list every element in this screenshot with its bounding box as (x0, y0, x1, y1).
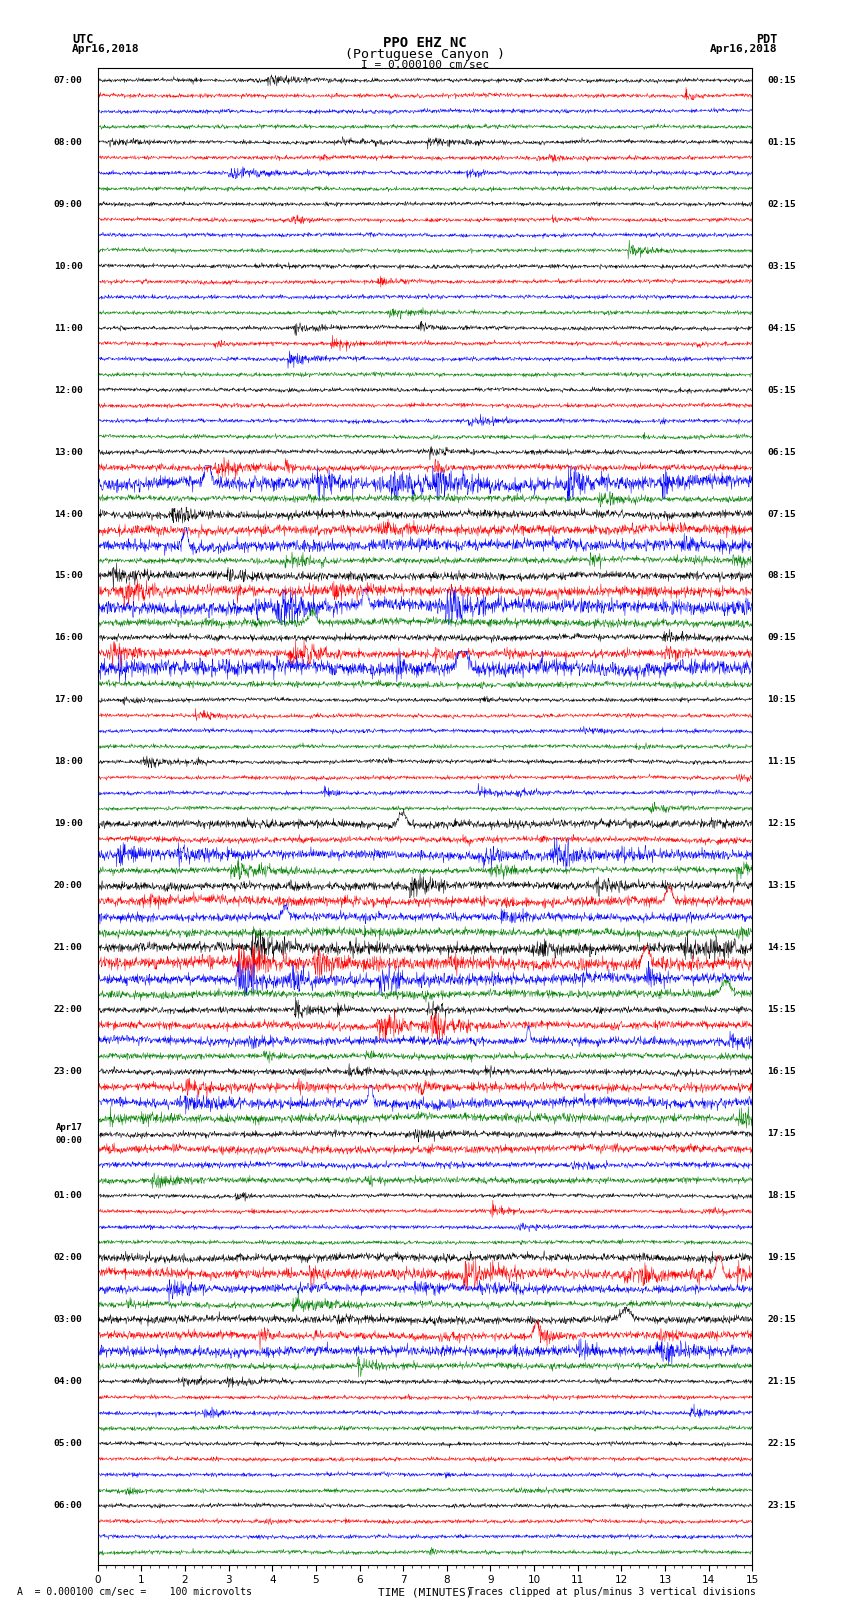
Text: 08:15: 08:15 (768, 571, 796, 581)
Text: 12:00: 12:00 (54, 386, 82, 395)
Text: 06:00: 06:00 (54, 1502, 82, 1510)
Text: 01:15: 01:15 (768, 137, 796, 147)
Text: 09:00: 09:00 (54, 200, 82, 208)
Text: 10:00: 10:00 (54, 261, 82, 271)
Text: 06:15: 06:15 (768, 447, 796, 456)
Text: PPO EHZ NC: PPO EHZ NC (383, 37, 467, 50)
Text: 17:00: 17:00 (54, 695, 82, 705)
Text: Apr17: Apr17 (55, 1123, 82, 1131)
Text: 15:15: 15:15 (768, 1005, 796, 1015)
Text: 11:15: 11:15 (768, 758, 796, 766)
Text: 04:15: 04:15 (768, 324, 796, 332)
Text: 11:00: 11:00 (54, 324, 82, 332)
Text: 17:15: 17:15 (768, 1129, 796, 1139)
Text: PDT: PDT (756, 32, 778, 47)
Text: 10:15: 10:15 (768, 695, 796, 705)
Text: 18:15: 18:15 (768, 1192, 796, 1200)
Text: 14:15: 14:15 (768, 944, 796, 952)
Text: (Portuguese Canyon ): (Portuguese Canyon ) (345, 48, 505, 61)
Text: 23:15: 23:15 (768, 1502, 796, 1510)
Text: 07:15: 07:15 (768, 510, 796, 518)
Text: 15:00: 15:00 (54, 571, 82, 581)
Text: 19:15: 19:15 (768, 1253, 796, 1263)
Text: 21:15: 21:15 (768, 1378, 796, 1386)
X-axis label: TIME (MINUTES): TIME (MINUTES) (377, 1587, 473, 1598)
Text: 23:00: 23:00 (54, 1068, 82, 1076)
Text: 16:15: 16:15 (768, 1068, 796, 1076)
Text: Traces clipped at plus/minus 3 vertical divisions: Traces clipped at plus/minus 3 vertical … (468, 1587, 756, 1597)
Text: 22:00: 22:00 (54, 1005, 82, 1015)
Text: 05:00: 05:00 (54, 1439, 82, 1448)
Text: 00:15: 00:15 (768, 76, 796, 84)
Text: 02:15: 02:15 (768, 200, 796, 208)
Text: 13:15: 13:15 (768, 881, 796, 890)
Text: 08:00: 08:00 (54, 137, 82, 147)
Text: 13:00: 13:00 (54, 447, 82, 456)
Text: 01:00: 01:00 (54, 1192, 82, 1200)
Text: 19:00: 19:00 (54, 819, 82, 829)
Text: 12:15: 12:15 (768, 819, 796, 829)
Text: 09:15: 09:15 (768, 634, 796, 642)
Text: 00:00: 00:00 (55, 1136, 82, 1145)
Text: 02:00: 02:00 (54, 1253, 82, 1263)
Text: 21:00: 21:00 (54, 944, 82, 952)
Text: 05:15: 05:15 (768, 386, 796, 395)
Text: 14:00: 14:00 (54, 510, 82, 518)
Text: 16:00: 16:00 (54, 634, 82, 642)
Text: A  = 0.000100 cm/sec =    100 microvolts: A = 0.000100 cm/sec = 100 microvolts (17, 1587, 252, 1597)
Text: Apr16,2018: Apr16,2018 (72, 44, 139, 55)
Text: 20:15: 20:15 (768, 1315, 796, 1324)
Text: 03:00: 03:00 (54, 1315, 82, 1324)
Text: 20:00: 20:00 (54, 881, 82, 890)
Text: 04:00: 04:00 (54, 1378, 82, 1386)
Text: 18:00: 18:00 (54, 758, 82, 766)
Text: 07:00: 07:00 (54, 76, 82, 84)
Text: UTC: UTC (72, 32, 94, 47)
Text: I = 0.000100 cm/sec: I = 0.000100 cm/sec (361, 60, 489, 71)
Text: 22:15: 22:15 (768, 1439, 796, 1448)
Text: 03:15: 03:15 (768, 261, 796, 271)
Text: Apr16,2018: Apr16,2018 (711, 44, 778, 55)
